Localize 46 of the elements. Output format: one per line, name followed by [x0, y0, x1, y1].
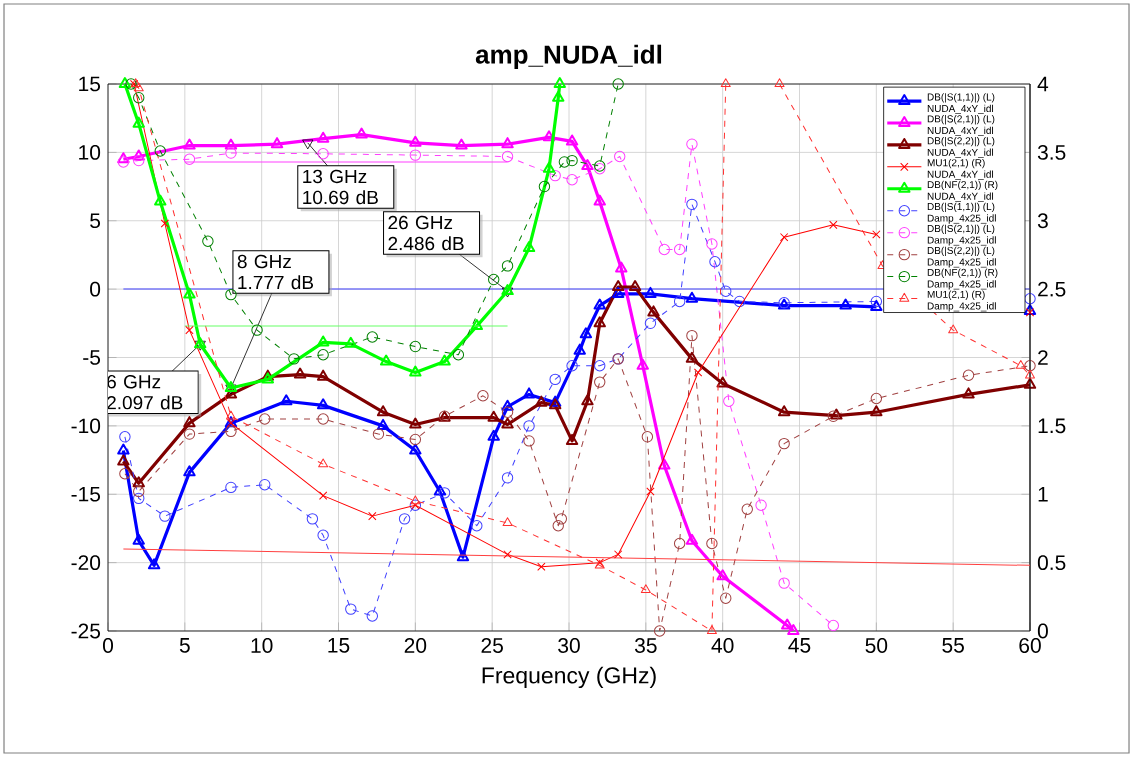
y2-tick-label: 1	[1038, 487, 1048, 502]
y2-tick-label: 0.5	[1037, 555, 1066, 571]
chart-title: amp_NUDA_idl	[475, 44, 662, 69]
y2-tick-label: 2	[1038, 350, 1048, 365]
y2-tick-label: 4	[1037, 76, 1049, 92]
legend-label: DB(|S(2,2)|) (L) Damp_4x25_idl	[927, 246, 996, 268]
legend-label: DB(NF(2,1)) (R) Damp_4x25_idl	[927, 268, 998, 290]
legend-label: DB(|S(2,1)|) (L) Damp_4x25_idl	[927, 224, 996, 246]
x-tick-label: 5	[179, 638, 190, 653]
legend-label: DB(|S(2,1)|) (L) NUDA_4xY_idl	[927, 115, 995, 136]
legend-label: DB(|S(1,1)|) (L) NUDA_4xY_idl	[927, 93, 995, 114]
y-tick-label: 10	[79, 144, 101, 160]
y-tick-label: -20	[71, 555, 101, 571]
annotation: 26 GHz 2.486 dB	[388, 215, 464, 251]
legend-label: MU1(2,1) (R) NUDA_4xY_idl	[927, 158, 994, 180]
annotation: 8 GHz 1.777 dB	[237, 254, 314, 290]
legend-label: DB(NF(2,1)) (R) NUDA_4xY_idl	[927, 180, 998, 202]
x-tick-label: 20	[404, 638, 427, 653]
x-tick-label: 35	[634, 638, 657, 653]
annotation: 13 GHz 10.69 dB	[303, 169, 378, 205]
x-tick-label: 55	[942, 638, 964, 653]
y2-tick-label: 1.5	[1038, 418, 1066, 434]
x-tick-label: 10	[251, 638, 273, 653]
y-tick-label: 15	[79, 76, 101, 92]
x-tick-label: 15	[328, 638, 350, 653]
x-tick-label: 30	[558, 638, 580, 653]
y-tick-label: 0	[90, 281, 101, 297]
y2-tick-label: 3.5	[1037, 144, 1066, 160]
x-tick-label: 50	[865, 638, 888, 653]
y-tick-label: -10	[71, 418, 101, 434]
x-tick-label: 45	[788, 638, 811, 653]
legend-label: DB(|S(2,2)|) (L) NUDA_4xY_idl	[927, 136, 995, 158]
y-tick-label: 5	[90, 213, 101, 229]
legend-label: DB(|S(1,1)|) (L) Damp_4x25_idl	[927, 202, 996, 224]
legend-label: MU1(2,1) (R) Damp_4x25_idl	[927, 290, 996, 312]
y-tick-label: -25	[71, 623, 101, 639]
x-tick-label: 0	[102, 638, 114, 653]
x-tick-label: 40	[711, 638, 734, 653]
x-tick-label: 60	[1019, 638, 1041, 653]
y2-tick-label: 2.5	[1038, 281, 1066, 297]
y2-tick-label: 3	[1037, 213, 1048, 229]
x-tick-label: 25	[481, 638, 503, 653]
x-axis-title: Frequency (GHz)	[482, 666, 656, 689]
y2-tick-label: 0	[1037, 623, 1048, 639]
y-tick-label: -15	[71, 486, 101, 502]
y-tick-label: -5	[83, 350, 101, 365]
